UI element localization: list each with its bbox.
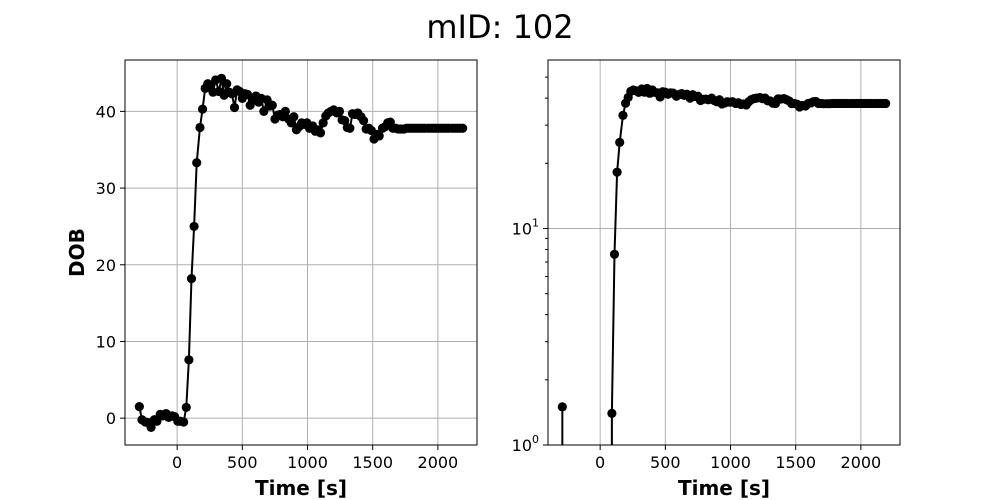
data-point bbox=[192, 158, 202, 168]
data-point bbox=[345, 123, 355, 133]
y-tick-label: 0 bbox=[106, 409, 116, 428]
y-axis-label: DOB bbox=[65, 228, 89, 277]
data-point bbox=[612, 167, 622, 177]
axes-frame bbox=[547, 59, 901, 446]
data-point bbox=[179, 417, 189, 427]
data-point bbox=[340, 115, 350, 126]
data-point bbox=[289, 112, 299, 122]
plot-2: 0 500 1000 1500 2000 100 101 Time [s] bbox=[512, 59, 901, 500]
data-point bbox=[318, 118, 328, 128]
y-tick-label: 30 bbox=[96, 179, 116, 198]
plots: 0 500 1000 1500 2000 0 10 20 30 40 Time [s] DOB 0 500… bbox=[65, 59, 901, 500]
data-point bbox=[315, 128, 326, 138]
data-point bbox=[222, 79, 232, 89]
data-point bbox=[181, 402, 191, 413]
data-point bbox=[607, 408, 617, 418]
data-point bbox=[267, 100, 277, 110]
x-tick-label: 1500 bbox=[352, 453, 393, 472]
plot-1: 0 500 1000 1500 2000 0 10 20 30 40 Time [s] DOB bbox=[65, 59, 478, 500]
data-point bbox=[615, 137, 625, 147]
series-line bbox=[561, 86, 886, 445]
data-point bbox=[195, 122, 205, 133]
x-axis-label: Time [s] bbox=[255, 476, 347, 500]
data-point bbox=[184, 355, 194, 365]
data-point bbox=[881, 98, 891, 109]
x-tick-label: 500 bbox=[650, 453, 681, 472]
x-tick-label: 2000 bbox=[418, 453, 459, 472]
data-point bbox=[618, 110, 628, 120]
figure-title: mID: 102 bbox=[426, 8, 573, 46]
data-point bbox=[374, 131, 384, 141]
data-point bbox=[152, 416, 162, 426]
axes-frame bbox=[124, 59, 478, 446]
data-point bbox=[146, 422, 156, 432]
data-point bbox=[189, 221, 199, 232]
x-tick-label: 500 bbox=[227, 453, 258, 472]
series-1 bbox=[134, 73, 468, 432]
data-point bbox=[186, 273, 197, 284]
data-point bbox=[197, 104, 208, 114]
data-point bbox=[358, 115, 369, 126]
data-point bbox=[609, 249, 620, 259]
x-tick-label: 0 bbox=[595, 453, 605, 472]
data-point bbox=[134, 402, 144, 412]
y-tick-label: 100 bbox=[512, 433, 539, 455]
series-1 bbox=[557, 83, 891, 445]
data-point bbox=[259, 106, 269, 116]
data-point bbox=[458, 123, 468, 133]
data-point bbox=[557, 402, 567, 412]
x-tick-label: 1000 bbox=[287, 453, 328, 472]
y-tick-label: 40 bbox=[96, 102, 116, 121]
y-tick-label: 20 bbox=[96, 256, 116, 275]
data-point bbox=[280, 106, 290, 116]
x-tick-label: 1500 bbox=[775, 453, 816, 472]
x-axis-label: Time [s] bbox=[678, 476, 770, 500]
x-tick-label: 1000 bbox=[710, 453, 751, 472]
y-tick-label: 101 bbox=[512, 216, 539, 238]
x-tick-label: 2000 bbox=[841, 453, 882, 472]
data-point bbox=[229, 102, 240, 113]
x-tick-label: 0 bbox=[172, 453, 182, 472]
y-tick-label: 10 bbox=[96, 332, 116, 351]
data-point bbox=[334, 106, 345, 116]
